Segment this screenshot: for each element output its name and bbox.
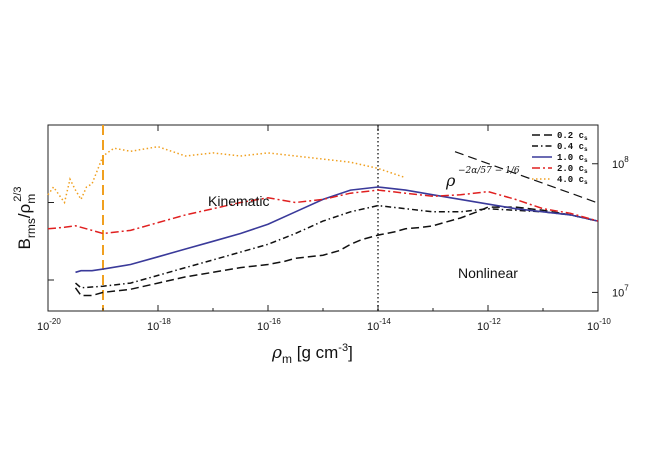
legend-entry: 4.0 cs (557, 175, 588, 186)
slope-reference-line (454, 151, 599, 204)
slope-exponent: −2α/57 − 1/6 (458, 166, 520, 176)
x-tick-label: 10-18 (147, 317, 171, 333)
x-tick-label: 10-20 (37, 317, 61, 333)
svg-text:ρm [g cm-3]: ρm [g cm-3] (271, 342, 353, 366)
slope-base: ρ (445, 171, 456, 190)
kinematic-label: Kinematic (208, 193, 269, 209)
x-tick-label: 10-14 (367, 317, 391, 333)
legend-entry: 0.4 cs (557, 142, 588, 153)
y-right-tick-label: 108 (612, 155, 629, 171)
x-axis-label: ρm [g cm-3] (271, 342, 353, 366)
legend-entry: 0.2 cs (557, 131, 588, 142)
series-line-20-cs (47, 189, 599, 235)
x-axis-ticks: 10-20 10-18 10-16 10-14 10-12 10-10 (37, 125, 611, 333)
svg-text:Brms/ρm2/3: Brms/ρm2/3 (12, 186, 38, 249)
x-tick-label: 10-10 (587, 317, 611, 333)
series-line-04-cs (75, 204, 599, 289)
legend: 0.2 cs0.4 cs1.0 cs2.0 cs4.0 cs (532, 131, 588, 186)
series-lines (47, 145, 599, 297)
legend-entry: 2.0 cs (557, 164, 588, 175)
nonlinear-label: Nonlinear (458, 265, 518, 281)
series-line-02-cs (74, 206, 599, 297)
vertical-lines (102, 125, 379, 311)
y-axis-label: Brms/ρm2/3 (12, 186, 38, 249)
x-tick-label: 10-12 (477, 317, 501, 333)
series-line-40-cs (47, 145, 406, 205)
legend-entry: 1.0 cs (557, 153, 588, 164)
series-line-10-cs (75, 186, 599, 274)
slope-annotation: ρ −2α/57 − 1/6 (445, 166, 520, 190)
x-tick-label: 10-16 (257, 317, 281, 333)
y-right-tick-label: 107 (612, 283, 629, 299)
